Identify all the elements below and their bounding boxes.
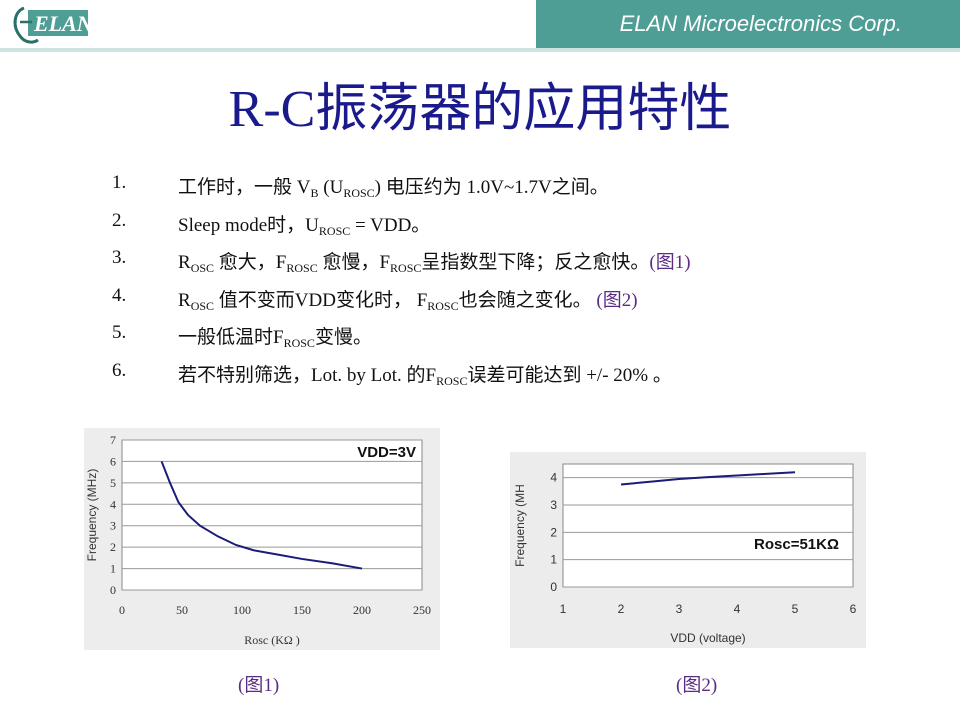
x-tick-label: 2	[618, 602, 625, 616]
chart-label: Rosc=51KΩ	[754, 536, 839, 553]
y-axis-label: Frequency (MH	[513, 484, 527, 567]
x-tick-label: 150	[293, 603, 311, 617]
list-item: 3. ROSC 愈大，FROSC 愈慢，FROSC呈指数型下降；反之愈快。(图1)	[112, 247, 932, 285]
x-tick-label: 50	[176, 603, 188, 617]
list-item-text: ROSC 值不变而VDD变化时， FROSC也会随之变化。 (图2)	[178, 285, 638, 314]
text-run: 一般低温时F	[178, 327, 284, 348]
y-tick-label: 6	[110, 454, 116, 468]
y-tick-label: 3	[110, 519, 116, 533]
list-item: 2. Sleep mode时，UROSC = VDD。	[112, 210, 932, 248]
y-tick-label: 2	[110, 540, 116, 554]
y-axis-label: Frequency (MHz)	[85, 469, 99, 562]
header-bar: ELAN Microelectronics Corp.	[536, 0, 960, 48]
subscript: ROSC	[318, 223, 351, 238]
header: ELAN ELAN Microelectronics Corp.	[0, 0, 960, 52]
x-tick-label: 250	[413, 603, 431, 617]
x-tick-label: 4	[734, 602, 741, 616]
subscript: OSC	[190, 298, 215, 313]
svg-text:ELAN: ELAN	[33, 11, 92, 36]
x-axis-label: VDD (voltage)	[670, 631, 745, 645]
text-run: 变慢。	[314, 327, 372, 348]
subscript: ROSC	[436, 373, 468, 388]
elan-logo-icon: ELAN	[13, 6, 92, 44]
slide-title: R-C振荡器的应用特性	[228, 81, 732, 138]
list-item: 4. ROSC 值不变而VDD变化时， FROSC也会随之变化。 (图2)	[112, 285, 932, 323]
list-item-number: 1.	[112, 172, 127, 193]
subscript: B	[310, 186, 319, 200]
x-tick-label: 6	[850, 602, 857, 616]
bullet-list: 1. 工作时，一般 VB (UROSC) 电压约为 1.0V~1.7V之间。 2. S…	[112, 172, 932, 397]
text-run: 也会随之变化。	[458, 289, 597, 311]
company-name: ELAN Microelectronics Corp.	[619, 11, 902, 36]
list-item-text: 若不特别筛选，Lot. by Lot. 的FROSC误差可能达到 +/- 20%…	[178, 360, 672, 389]
list-item-text: 一般低温时FROSC变慢。	[178, 322, 372, 351]
y-tick-label: 4	[550, 471, 557, 485]
text-run: (U	[318, 177, 344, 198]
plot-area	[121, 439, 423, 591]
list-item: 6. 若不特别筛选，Lot. by Lot. 的FROSC误差可能达到 +/- 2…	[112, 360, 932, 398]
series-line	[620, 471, 796, 486]
text-run: R	[178, 252, 191, 273]
y-tick-label: 1	[110, 562, 116, 576]
caption-figure-1: (图1)	[238, 675, 280, 696]
text-run: 愈大，F	[214, 252, 287, 273]
text-run: ) 电压约为 1.0V~1.7V之间。	[374, 177, 609, 198]
y-tick-label: 1	[550, 553, 557, 567]
x-tick-label: 200	[353, 603, 371, 617]
subscript: OSC	[190, 261, 215, 275]
header-divider	[0, 48, 960, 52]
list-item-number: 3.	[112, 247, 127, 268]
list-item-number: 2.	[112, 209, 127, 231]
x-tick-label: 0	[119, 603, 125, 617]
text-run: 工作时，一般 V	[178, 177, 311, 198]
list-item-number: 6.	[112, 359, 127, 381]
y-tick-label: 7	[110, 433, 116, 447]
y-tick-label: 5	[110, 476, 116, 490]
list-item: 5. 一般低温时FROSC变慢。	[112, 322, 932, 360]
text-run: 误差可能达到 +/- 20% 。	[467, 364, 672, 386]
text-run: 愈慢，F	[317, 252, 391, 273]
chart-rosc-frequency: 0 1 2 3 4 5 6 7 0 50 100 150 200 250 VDD=3V Rosc (KΩ ) F…	[84, 428, 440, 650]
list-item-text: 工作时，一般 VB (UROSC) 电压约为 1.0V~1.7V之间。	[178, 172, 609, 201]
text-run: Sleep mode时，U	[178, 214, 319, 236]
chart-label: VDD=3V	[357, 444, 416, 461]
figure-reference: (图2)	[596, 289, 638, 311]
subscript: ROSC	[343, 186, 375, 200]
subscript: ROSC	[390, 261, 422, 275]
text-run: 值不变而VDD变化时， F	[214, 289, 428, 311]
x-tick-label: 1	[560, 602, 567, 616]
x-tick-label: 100	[233, 603, 251, 617]
list-item-text: Sleep mode时，UROSC = VDD。	[178, 210, 430, 239]
y-tick-label: 2	[550, 525, 557, 539]
text-run: R	[178, 289, 191, 311]
y-tick-label: 3	[550, 498, 557, 512]
list-item-number: 5.	[112, 322, 127, 343]
list-item: 1. 工作时，一般 VB (UROSC) 电压约为 1.0V~1.7V之间。	[112, 172, 932, 210]
y-tick-label: 0	[550, 580, 557, 594]
subscript: ROSC	[283, 336, 315, 350]
caption-figure-2: (图2)	[676, 675, 718, 696]
text-run: 呈指数型下降；反之愈快。	[421, 252, 650, 273]
x-tick-label: 5	[792, 602, 799, 616]
list-item-number: 4.	[112, 284, 127, 306]
header-left: ELAN	[0, 0, 536, 48]
list-item-text: ROSC 愈大，FROSC 愈慢，FROSC呈指数型下降；反之愈快。(图1)	[178, 247, 691, 276]
plot-area	[562, 463, 854, 588]
text-run: = VDD。	[350, 214, 431, 236]
x-tick-label: 3	[676, 602, 683, 616]
x-axis-label: Rosc (KΩ )	[244, 633, 300, 647]
figure-reference: (图1)	[649, 252, 691, 273]
subscript: ROSC	[286, 261, 318, 275]
y-tick-label: 4	[110, 497, 116, 511]
subscript: ROSC	[427, 298, 459, 313]
text-run: 若不特别筛选，Lot. by Lot. 的F	[178, 364, 437, 386]
y-tick-label: 0	[110, 583, 116, 597]
series-line	[160, 461, 363, 570]
